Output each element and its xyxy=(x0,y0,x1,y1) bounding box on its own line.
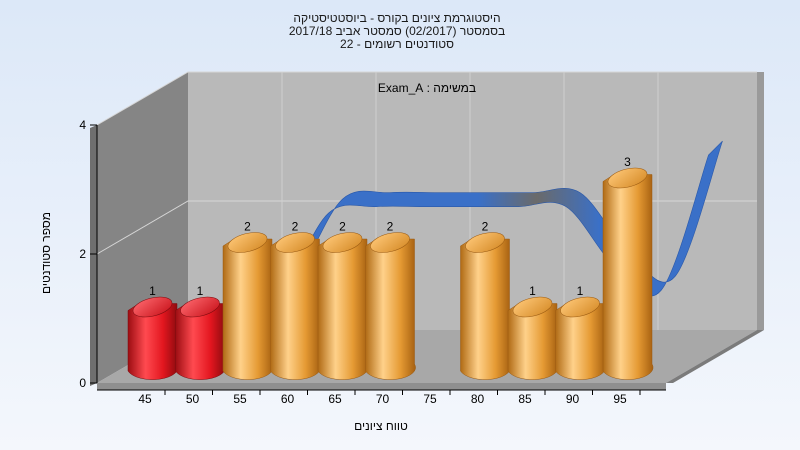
bar-65 xyxy=(317,232,369,380)
bar-body xyxy=(317,238,369,380)
bar-95 xyxy=(602,167,654,380)
x-axis-label: טווח ציונים xyxy=(354,419,408,433)
side-left-edge xyxy=(90,125,97,386)
y-axis-label: מספר סטודנטים xyxy=(39,212,53,294)
y-tick-label: 0 xyxy=(79,376,86,390)
bar-body xyxy=(602,174,654,380)
bar-60 xyxy=(270,232,321,380)
bar-top xyxy=(275,232,315,253)
floor-right-edge xyxy=(666,330,764,383)
data-label: 1 xyxy=(197,284,204,298)
bars xyxy=(127,167,654,380)
data-label: 2 xyxy=(339,220,346,234)
y-axis: 0 2 4 xyxy=(79,118,98,390)
data-labels: 1 1 2 2 2 2 2 1 1 3 xyxy=(149,155,631,298)
x-tick-label: 55 xyxy=(233,392,247,406)
back-right-edge xyxy=(757,72,764,330)
x-tick-label: 80 xyxy=(471,392,485,406)
data-label: 2 xyxy=(482,220,489,234)
x-tick-label: 85 xyxy=(518,392,532,406)
x-tick-label: 70 xyxy=(376,392,390,406)
bar-body xyxy=(222,238,274,380)
bar-top xyxy=(322,232,363,253)
floor-front-edge xyxy=(97,383,666,390)
x-tick-label: 50 xyxy=(186,392,200,406)
data-label: 1 xyxy=(529,284,536,298)
x-tick-label: 45 xyxy=(138,392,152,406)
bar-85 xyxy=(507,296,559,380)
x-tick-label: 65 xyxy=(328,392,342,406)
data-label: 2 xyxy=(387,220,394,234)
bar-top xyxy=(132,296,173,318)
bar-top xyxy=(227,232,268,253)
data-label: 3 xyxy=(624,155,631,169)
bar-80 xyxy=(460,232,511,380)
x-tick-label: 75 xyxy=(423,392,437,406)
bar-top xyxy=(560,296,600,318)
data-label: 1 xyxy=(577,284,584,298)
bar-50 xyxy=(175,296,226,380)
title-line-3: סטודנטים רשומים - 22 xyxy=(340,37,454,51)
bar-top xyxy=(180,296,220,318)
task-annotation: במשימה : Exam_A xyxy=(378,81,476,95)
y-tick-label: 4 xyxy=(79,118,86,132)
bar-70 xyxy=(365,232,416,380)
bar-90 xyxy=(555,296,606,380)
bar-top xyxy=(370,232,410,253)
title-line-1: היסטוגרמת ציונים בקורס - ביוסטטיסטיקה xyxy=(293,11,500,25)
bar-top xyxy=(607,167,648,189)
bar-top xyxy=(465,232,505,253)
bar-top xyxy=(512,296,553,318)
x-axis: 45 50 55 60 65 70 75 80 85 90 95 xyxy=(97,389,666,406)
x-tick-label: 60 xyxy=(281,392,295,406)
y-tick-label: 2 xyxy=(79,247,86,261)
bar-body xyxy=(460,238,511,380)
chart-title: היסטוגרמת ציונים בקורס - ביוסטטיסטיקה בס… xyxy=(289,11,505,51)
bar-body xyxy=(270,238,321,380)
title-line-2: בסמסטר (02/2017) סמסטר אביב 2017/18 xyxy=(289,24,505,38)
x-tick-label: 95 xyxy=(613,392,627,406)
bar-55 xyxy=(222,232,274,380)
bar-body xyxy=(365,238,416,380)
data-label: 1 xyxy=(149,284,156,298)
bar-45 xyxy=(127,296,179,380)
grid-line-horizontal xyxy=(96,71,757,126)
x-tick-label: 90 xyxy=(566,392,580,406)
data-label: 2 xyxy=(292,220,299,234)
data-label: 2 xyxy=(244,220,251,234)
